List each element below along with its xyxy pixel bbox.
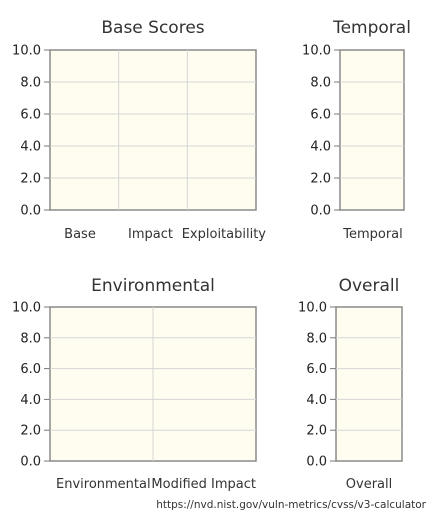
chart-3-y-tick-label: 0.0 [20,455,41,470]
chart-4-y-tick-label: 6.0 [306,362,327,377]
chart-1-y-tick-label: 2.0 [20,172,41,187]
chart-1-y-tick-label: 0.0 [20,204,41,219]
chart-3-category-label: Environmental [56,477,151,492]
chart-1-category-label: Base [64,227,96,242]
chart-3-category-label: Modified Impact [151,477,256,492]
chart-3-y-tick-label: 8.0 [20,331,41,346]
chart-1-plot-area [49,49,257,211]
chart-2-y-tick-label: 4.0 [310,140,331,155]
chart-3-y-tick-label: 2.0 [20,424,41,439]
chart-4-y-tick-label: 0.0 [306,455,327,470]
chart-4-title: Overall [339,276,400,296]
chart-2-y-tick-label: 6.0 [310,108,331,123]
chart-3-y-tick-label: 6.0 [20,362,41,377]
chart-1-category-label: Impact [128,227,173,242]
chart-3-y-tick-label: 4.0 [20,393,41,408]
chart-3-title: Environmental [91,276,215,296]
chart-2-plot-area [339,49,405,211]
chart-4-category-label: Overall [346,477,392,492]
chart-1-y-tick-label: 8.0 [20,76,41,91]
chart-1-title: Base Scores [101,18,204,38]
chart-2-title: Temporal [332,18,411,38]
chart-2-y-tick-label: 2.0 [310,172,331,187]
chart-4-y-tick-label: 10.0 [298,301,327,316]
chart-2-y-tick-label: 10.0 [302,44,331,59]
chart-4-y-tick-label: 8.0 [306,331,327,346]
source-url[interactable]: https://nvd.nist.gov/vuln-metrics/cvss/v… [156,499,426,511]
chart-4-plot-area [335,306,403,462]
chart-4-y-tick-label: 4.0 [306,393,327,408]
chart-4-y-tick-label: 2.0 [306,424,327,439]
chart-1-y-tick-label: 6.0 [20,108,41,123]
chart-2-category-label: Temporal [342,227,403,242]
chart-3-y-tick-label: 10.0 [12,301,41,316]
chart-1-category-label: Exploitability [182,227,267,242]
chart-1-y-tick-label: 4.0 [20,140,41,155]
chart-2-y-tick-label: 0.0 [310,204,331,219]
chart-2-y-tick-label: 8.0 [310,76,331,91]
chart-1-y-tick-label: 10.0 [12,44,41,59]
